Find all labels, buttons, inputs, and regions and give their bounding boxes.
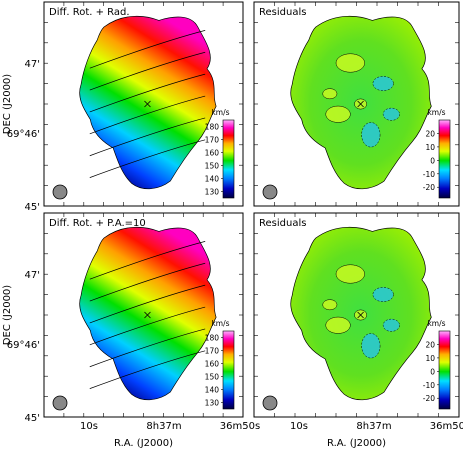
- panel-title: Diff. Rot. + Rad.: [49, 7, 130, 18]
- colorbar-tick-label: 150: [205, 162, 220, 171]
- residual-contour: [335, 264, 365, 284]
- colorbar-tick-label: 160: [205, 149, 220, 158]
- beam-ellipse: [52, 395, 68, 411]
- x-axis-label: R.A. (J2000): [327, 438, 386, 449]
- colorbar-tick-label: 10: [425, 354, 435, 363]
- ra-tick-label: 8h37m: [146, 421, 181, 432]
- colorbar-unit: km/s: [427, 319, 445, 328]
- iso-velocity-contour: [89, 73, 206, 113]
- colorbar: [222, 330, 235, 410]
- iso-velocity-contour: [89, 262, 206, 302]
- dec-tick-label: 47': [25, 59, 40, 70]
- iso-velocity-contour: [89, 328, 206, 368]
- colorbar: [438, 330, 451, 410]
- colorbar-unit: km/s: [211, 319, 229, 328]
- colorbar-tick-label: 150: [205, 373, 220, 382]
- colorbar-tick-label: -20: [423, 183, 435, 192]
- dec-tick-label: 69°46': [7, 340, 40, 351]
- colorbar-tick-label: 130: [205, 188, 220, 197]
- panel-title: Residuals: [259, 7, 306, 18]
- colorbar-tick-label: 0: [430, 156, 435, 165]
- residual-contour: [382, 107, 400, 121]
- dec-tick-label: 69°46': [7, 129, 40, 140]
- colorbar-tick-label: 160: [205, 360, 220, 369]
- iso-velocity-contour: [89, 350, 206, 389]
- colorbar-tick-label: -20: [423, 394, 435, 403]
- ra-tick-label: 36m50s: [430, 421, 463, 432]
- residual-contour: [361, 333, 381, 359]
- residual-contour: [372, 76, 394, 91]
- colorbar-tick-label: 180: [205, 123, 220, 132]
- colorbar-tick-label: 140: [205, 386, 220, 395]
- galaxy-map: [79, 15, 217, 190]
- panel-3: Diff. Rot. + P.A.=10 km/s 130 140 150 160 170 1…: [2, 212, 260, 449]
- beam-ellipse: [262, 184, 278, 200]
- iso-velocity-contour: [89, 284, 206, 324]
- center-marker: [144, 100, 151, 108]
- iso-velocity-contour: [89, 139, 206, 178]
- panel-title: Residuals: [259, 218, 306, 229]
- panel-4: Residuals km/s -20 -10 0 10 20 R.A. (J2000) 10s 8…: [253, 212, 463, 449]
- ra-tick-label: 8h37m: [356, 421, 391, 432]
- iso-velocity-contour: [89, 117, 206, 157]
- iso-velocity-contour: [89, 95, 206, 135]
- residual-contour: [325, 105, 351, 123]
- residual-contour: [335, 53, 365, 73]
- colorbar-tick-label: 0: [430, 367, 435, 376]
- colorbar-unit: km/s: [211, 108, 229, 117]
- center-marker: [357, 100, 364, 108]
- colorbar-unit: km/s: [427, 108, 445, 117]
- residual-contour: [382, 318, 400, 332]
- center-marker: [144, 311, 151, 319]
- dec-tick-label: 45': [25, 202, 40, 213]
- panel-1: Diff. Rot. + Rad. km/s 130 140 150 160 170 180 D…: [2, 1, 244, 213]
- center-marker: [357, 311, 364, 319]
- ra-tick-label: 10s: [290, 421, 308, 432]
- colorbar-tick-label: 130: [205, 399, 220, 408]
- dec-tick-label: 47': [25, 270, 40, 281]
- y-axis-label: DEC (J2000): [2, 285, 13, 345]
- y-axis-label: DEC (J2000): [2, 74, 13, 134]
- iso-velocity-contour: [89, 306, 206, 346]
- colorbar-tick-label: 20: [425, 129, 435, 138]
- residual-contour: [372, 287, 394, 302]
- iso-velocity-contour: [89, 30, 206, 69]
- residual-contour: [325, 316, 351, 334]
- colorbar: [438, 119, 451, 199]
- iso-velocity-contour: [89, 241, 206, 280]
- colorbar-tick-label: 140: [205, 175, 220, 184]
- colorbar-tick-label: 20: [425, 340, 435, 349]
- residual-contour: [322, 88, 338, 100]
- residual-contour: [361, 122, 381, 148]
- ra-tick-label: 10s: [80, 421, 98, 432]
- dec-tick-label: 45': [25, 413, 40, 424]
- colorbar-tick-label: -10: [423, 170, 435, 179]
- beam-ellipse: [262, 395, 278, 411]
- colorbar-tick-label: 170: [205, 347, 220, 356]
- colorbar-tick-label: 10: [425, 143, 435, 152]
- colorbar-tick-label: 180: [205, 334, 220, 343]
- ra-tick-label: 36m50s: [220, 421, 260, 432]
- residual-contour: [322, 299, 338, 311]
- colorbar-tick-label: 170: [205, 136, 220, 145]
- colorbar: [222, 119, 235, 199]
- x-axis-label: R.A. (J2000): [114, 438, 173, 449]
- panel-title: Diff. Rot. + P.A.=10: [49, 218, 146, 229]
- iso-velocity-contour: [89, 51, 206, 91]
- galaxy-map: [79, 226, 217, 401]
- panel-2: Residuals km/s -20 -10 0 10 20: [253, 1, 460, 207]
- beam-ellipse: [52, 184, 68, 200]
- colorbar-tick-label: -10: [423, 381, 435, 390]
